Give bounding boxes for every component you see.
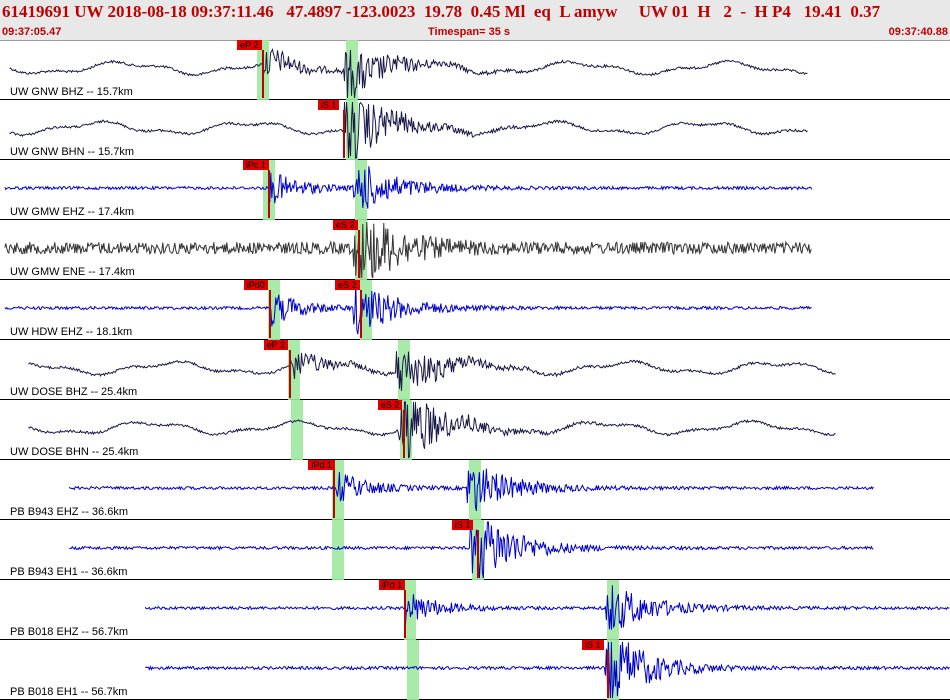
pick-tag[interactable]: eS 2 bbox=[335, 280, 360, 290]
pick-marker[interactable] bbox=[333, 470, 336, 518]
waveform-trace bbox=[145, 641, 950, 699]
start-time: 09:37:05.47 bbox=[2, 26, 62, 38]
pick-tag[interactable]: eS 2 bbox=[377, 400, 403, 410]
waveform-trace bbox=[9, 47, 808, 99]
end-time: 09:37:40.88 bbox=[888, 26, 948, 38]
pick-tag[interactable]: iS 1 bbox=[582, 640, 604, 650]
waveform bbox=[28, 351, 836, 391]
trace-panel[interactable]: iPd 1 PB B943 EHZ -- 36.6km bbox=[0, 460, 950, 520]
pick-tag[interactable]: eP 2 bbox=[263, 340, 289, 350]
channel-label: UW GMW EHZ -- 17.4km bbox=[10, 206, 135, 218]
pick-tag[interactable]: eP 2 bbox=[237, 40, 262, 50]
pick-tag[interactable]: iPc 1 bbox=[242, 160, 269, 170]
channel-label: PB B018 EH1 -- 56.7km bbox=[10, 686, 128, 698]
trace-panel[interactable]: iPc 1 UW GMW EHZ -- 17.4km bbox=[0, 160, 950, 220]
waveform bbox=[144, 585, 950, 630]
time-ruler: 09:37:05.47 Timespan= 35 s 09:37:40.88 bbox=[0, 25, 950, 41]
waveform bbox=[145, 641, 950, 699]
pick-tag[interactable]: iPd 1 bbox=[378, 580, 406, 590]
trace-panel[interactable]: eS 2 UW DOSE BHN -- 25.4km bbox=[0, 400, 950, 460]
waveform-trace bbox=[28, 351, 836, 391]
waveform-trace bbox=[9, 101, 808, 159]
pick-tag[interactable]: iS 1 bbox=[317, 100, 340, 110]
waveform-trace bbox=[69, 521, 874, 579]
pick-marker[interactable] bbox=[262, 50, 265, 98]
waveform bbox=[68, 468, 874, 512]
trace-panel[interactable]: eS 2 UW GMW ENE -- 17.4km bbox=[0, 220, 950, 280]
waveform bbox=[9, 101, 808, 159]
trace-panel[interactable]: iPd 1 PB B018 EHZ -- 56.7km bbox=[0, 580, 950, 640]
channel-label: UW HDW EHZ -- 18.1km bbox=[10, 326, 133, 338]
seismogram-panel-stack[interactable]: eP 2 UW GNW BHZ -- 15.7km iS 1 UW GNW BHN -… bbox=[0, 40, 950, 700]
pick-window bbox=[359, 280, 372, 340]
pick-marker[interactable] bbox=[402, 410, 405, 458]
channel-label: PB B943 EH1 -- 36.6km bbox=[10, 566, 128, 578]
pick-marker[interactable] bbox=[342, 110, 345, 158]
pick-marker[interactable] bbox=[288, 350, 291, 398]
pick-marker[interactable] bbox=[607, 650, 609, 698]
pick-marker[interactable] bbox=[268, 290, 271, 338]
pick-marker[interactable] bbox=[267, 170, 270, 218]
pick-marker[interactable] bbox=[403, 590, 406, 638]
pick-window bbox=[332, 520, 345, 580]
waveform bbox=[28, 401, 836, 459]
trace-panel[interactable]: eP 2 UW GNW BHZ -- 15.7km bbox=[0, 40, 950, 100]
pick-marker[interactable] bbox=[358, 230, 361, 278]
event-summary-text: 61419691 UW 2018-08-18 09:37:11.46 47.48… bbox=[2, 2, 881, 21]
waveform-trace bbox=[4, 282, 812, 335]
trace-panel[interactable]: iS 1 UW GNW BHN -- 15.7km bbox=[0, 100, 950, 160]
channel-label: PB B943 EHZ -- 36.6km bbox=[10, 506, 128, 518]
waveform bbox=[69, 521, 874, 579]
timespan-label: Timespan= 35 s bbox=[428, 26, 511, 38]
pick-marker[interactable] bbox=[360, 290, 362, 338]
waveform-trace bbox=[144, 585, 950, 630]
channel-label: UW DOSE BHN -- 25.4km bbox=[10, 446, 139, 458]
waveform-trace bbox=[28, 401, 836, 459]
pick-marker[interactable] bbox=[476, 530, 479, 578]
waveform bbox=[4, 221, 812, 279]
trace-panel[interactable]: eP 2 UW DOSE BHZ -- 25.4km bbox=[0, 340, 950, 400]
channel-label: UW GNW BHZ -- 15.7km bbox=[10, 86, 133, 98]
pick-window bbox=[346, 40, 359, 100]
waveform-trace bbox=[4, 166, 813, 209]
pick-tag[interactable]: eS 2 bbox=[333, 220, 358, 230]
waveform bbox=[9, 47, 808, 99]
pick-tag[interactable]: iS 1 bbox=[451, 520, 474, 530]
channel-label: PB B018 EHZ -- 56.7km bbox=[10, 626, 128, 638]
pick-tag[interactable]: iPd0 bbox=[243, 280, 268, 290]
waveform-trace bbox=[68, 468, 874, 512]
pick-window bbox=[291, 400, 304, 460]
waveform bbox=[4, 166, 813, 209]
channel-label: UW GMW ENE -- 17.4km bbox=[10, 266, 135, 278]
waveform bbox=[4, 282, 812, 335]
pick-tag[interactable]: iPd 1 bbox=[308, 460, 335, 470]
trace-panel[interactable]: iPd0 eS 2 UW HDW EHZ -- 18.1km bbox=[0, 280, 950, 340]
waveform-trace bbox=[4, 221, 812, 279]
channel-label: UW DOSE BHZ -- 25.4km bbox=[10, 386, 138, 398]
trace-panel[interactable]: iS 1 PB B943 EH1 -- 36.6km bbox=[0, 520, 950, 580]
channel-label: UW GNW BHN -- 15.7km bbox=[10, 146, 135, 158]
trace-panel[interactable]: iS 1 PB B018 EH1 -- 56.7km bbox=[0, 640, 950, 700]
event-summary-header: 61419691 UW 2018-08-18 09:37:11.46 47.48… bbox=[0, 0, 950, 25]
pick-window bbox=[407, 640, 420, 700]
